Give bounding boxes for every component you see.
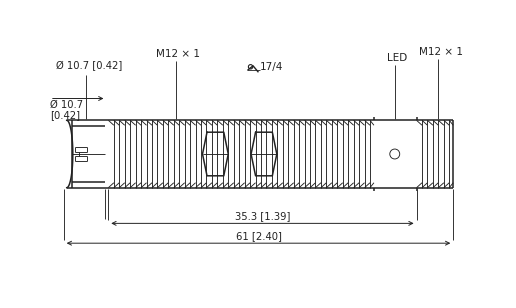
- Text: Ø 10.7
[0.42]: Ø 10.7 [0.42]: [50, 99, 83, 120]
- Text: M12 × 1: M12 × 1: [418, 47, 462, 57]
- Text: 17/4: 17/4: [260, 62, 283, 72]
- Text: Ø 10.7 [0.42]: Ø 10.7 [0.42]: [56, 61, 122, 71]
- Text: 35.3 [1.39]: 35.3 [1.39]: [235, 211, 290, 221]
- Text: M12 × 1: M12 × 1: [156, 49, 200, 59]
- Text: 61 [2.40]: 61 [2.40]: [236, 231, 281, 241]
- Text: LED: LED: [387, 53, 407, 63]
